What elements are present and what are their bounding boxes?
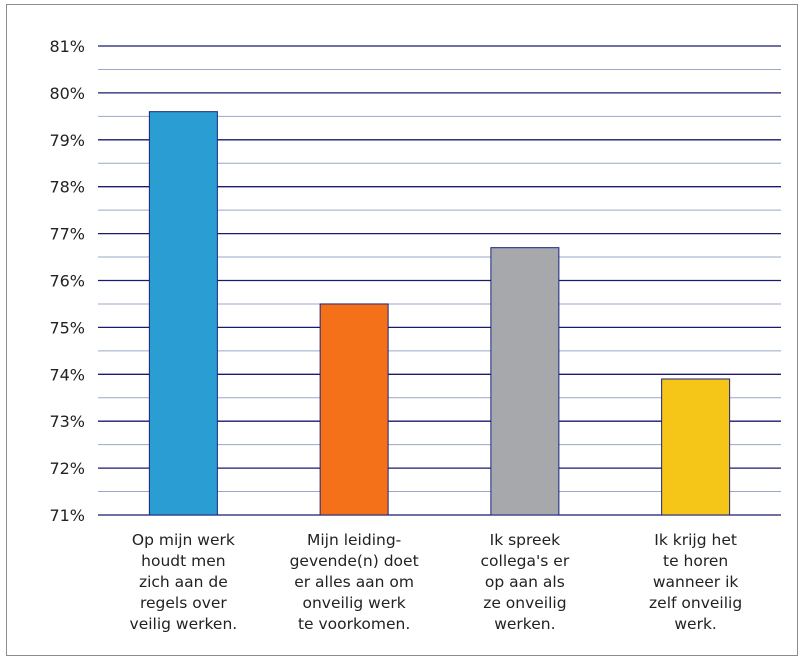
bar <box>319 303 389 516</box>
category-label-line: op aan als <box>485 573 565 591</box>
category-label-line: te horen <box>663 552 728 570</box>
bar <box>661 378 731 516</box>
category-label-line: er alles aan om <box>294 573 414 591</box>
y-tick-label: 75% <box>49 318 85 337</box>
category-label-line: ze onveilig <box>483 594 566 612</box>
chart-frame <box>6 4 798 656</box>
y-tick-label: 71% <box>49 506 85 525</box>
category-label: Mijn leiding-gevende(n) doet er alles aan… <box>290 531 419 633</box>
category-label: Ik krijg het te horen wanneer ik zelf onvei… <box>649 531 742 633</box>
category-label-line: Ik spreek <box>490 531 560 549</box>
bar <box>490 247 560 516</box>
y-tick-label: 80% <box>49 84 85 103</box>
category-label-line: Mijn leiding- <box>307 531 401 549</box>
category-label-line: collega's er <box>481 552 570 570</box>
category-label: Ik spreek collega's er op aan als ze onveil… <box>481 531 570 633</box>
y-tick-label: 78% <box>49 178 85 197</box>
y-tick-label: 79% <box>49 131 85 150</box>
category-label-line: zich aan de <box>139 573 228 591</box>
category-label-line: wanneer ik <box>653 573 739 591</box>
y-tick-label: 72% <box>49 459 85 478</box>
category-label-line: Ik krijg het <box>654 531 737 549</box>
bar <box>148 111 218 516</box>
category-label-line: te voorkomen. <box>298 615 410 633</box>
y-axis-tick-labels: 71% 72% 73% 74% 75% 76% 77% 78% 79% 80% 81% <box>49 37 85 525</box>
category-label-line: werken. <box>494 615 555 633</box>
y-tick-label: 73% <box>49 412 85 431</box>
category-label-line: gevende(n) doet <box>290 552 419 570</box>
category-label-line: regels over <box>140 594 227 612</box>
y-tick-label: 76% <box>49 272 85 291</box>
y-tick-label: 81% <box>49 37 85 56</box>
category-label: Op mijn werk houdt men zich aan de regels o… <box>130 531 238 633</box>
category-label-line: onveilig werk <box>302 594 405 612</box>
bar-layer <box>148 111 731 516</box>
category-label-line: houdt men <box>141 552 225 570</box>
x-axis-category-labels: Op mijn werk houdt men zich aan de regels o… <box>130 531 743 633</box>
y-tick-label: 74% <box>49 365 85 384</box>
category-label-line: zelf onveilig <box>649 594 742 612</box>
category-label-line: Op mijn werk <box>132 531 235 549</box>
y-tick-label: 77% <box>49 225 85 244</box>
category-label-line: veilig werken. <box>130 615 238 633</box>
category-label-line: werk. <box>674 615 717 633</box>
